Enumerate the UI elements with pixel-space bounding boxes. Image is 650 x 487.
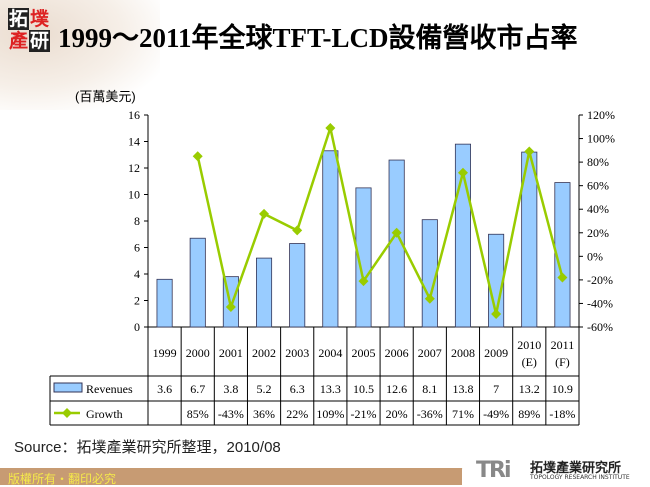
y2-tick-label: 80% <box>587 155 609 169</box>
y-tick-label: 4 <box>134 267 140 281</box>
revenue-value: 5.2 <box>257 382 272 396</box>
growth-point <box>457 167 468 178</box>
growth-point <box>491 309 502 320</box>
category-label: 2003 <box>285 346 309 360</box>
bar-2004 <box>322 150 339 328</box>
logo: 拓墣 產研 <box>8 8 50 52</box>
growth-value: 71% <box>452 407 474 421</box>
growth-point <box>424 293 435 304</box>
revenue-value: 3.6 <box>157 382 172 396</box>
growth-value: 89% <box>518 407 540 421</box>
y2-tick-label: -40% <box>587 296 613 310</box>
category-label: 2008 <box>451 346 475 360</box>
category-label: 1999 <box>153 346 177 360</box>
brand-panel <box>462 456 650 485</box>
y-tick-label: 12 <box>128 161 140 175</box>
growth-value: 36% <box>253 407 275 421</box>
growth-point <box>325 122 336 133</box>
growth-point <box>192 151 203 162</box>
y2-tick-label: 60% <box>587 179 609 193</box>
growth-point <box>391 227 402 238</box>
revenue-value: 7 <box>493 382 499 396</box>
growth-point <box>292 225 303 236</box>
growth-point <box>524 146 535 157</box>
revenue-value: 6.3 <box>290 382 305 396</box>
growth-point <box>358 276 369 287</box>
growth-point <box>557 272 568 283</box>
revenue-value: 3.8 <box>223 382 238 396</box>
bar-2011 <box>554 182 571 328</box>
brand-english: TOPOLOGY RESEARCH INSTITUTE <box>530 474 630 481</box>
copyright-text: 版權所有・翻印必究 <box>8 472 117 486</box>
category-label: 2010 <box>517 338 541 352</box>
growth-value: 85% <box>187 407 209 421</box>
y-tick-label: 2 <box>134 294 140 308</box>
revenue-value: 6.7 <box>190 382 205 396</box>
category-label: 2005 <box>352 346 376 360</box>
bar-2000 <box>189 237 206 328</box>
bar-2005 <box>355 187 372 328</box>
bar-2003 <box>289 243 306 328</box>
y2-tick-label: 20% <box>587 226 609 240</box>
legend-revenues-swatch <box>53 382 83 393</box>
revenue-value: 10.5 <box>353 382 374 396</box>
category-label: 2001 <box>219 346 243 360</box>
revenue-value: 13.8 <box>452 382 473 396</box>
category-label: 2002 <box>252 346 276 360</box>
y-tick-label: 6 <box>134 241 140 255</box>
category-label: 2000 <box>186 346 210 360</box>
legend-growth-label: Growth <box>86 407 123 421</box>
y-tick-label: 8 <box>134 214 140 228</box>
growth-value: -21% <box>351 407 377 421</box>
bar-2007 <box>421 219 438 328</box>
revenue-value: 13.2 <box>519 382 540 396</box>
bar-2002 <box>256 257 273 328</box>
growth-point <box>259 208 270 219</box>
revenue-value: 13.3 <box>320 382 341 396</box>
legend-growth-marker <box>62 408 72 418</box>
revenue-value: 12.6 <box>386 382 407 396</box>
growth-point <box>225 301 236 312</box>
y2-tick-label: 0% <box>587 249 603 263</box>
growth-value: -43% <box>218 407 244 421</box>
y-tick-label: 14 <box>128 135 140 149</box>
category-label: (F) <box>555 355 570 369</box>
growth-value: -36% <box>417 407 443 421</box>
category-label: 2004 <box>318 346 342 360</box>
category-label: 2006 <box>385 346 409 360</box>
category-label: 2007 <box>418 346 442 360</box>
revenue-value: 10.9 <box>552 382 573 396</box>
growth-value: 109% <box>316 407 344 421</box>
page-title: 1999～2011年全球TFT-LCD設備營收市占率 <box>58 23 578 53</box>
y2-tick-label: 40% <box>587 202 609 216</box>
category-label: (E) <box>522 355 537 369</box>
category-label: 2009 <box>484 346 508 360</box>
source-note: Source：拓墣產業研究所整理，2010/08 <box>14 439 281 456</box>
y2-tick-label: -20% <box>587 273 613 287</box>
y-tick-label: 0 <box>134 320 140 334</box>
revenue-value: 8.1 <box>422 382 437 396</box>
y-tick-label: 10 <box>128 188 140 202</box>
legend-revenues-label: Revenues <box>86 382 133 396</box>
bar-1999 <box>156 278 173 328</box>
tri-logo: TRi <box>476 458 511 483</box>
y2-tick-label: 100% <box>587 132 615 146</box>
y2-tick-label: 120% <box>587 108 615 122</box>
growth-value: 20% <box>386 407 408 421</box>
growth-value: -49% <box>483 407 509 421</box>
growth-value: 22% <box>286 407 308 421</box>
brand-name: 拓墣產業研究所 <box>530 461 622 476</box>
growth-value: -18% <box>549 407 575 421</box>
y-tick-label: 16 <box>128 108 140 122</box>
category-label: 2011 <box>551 338 575 352</box>
y2-tick-label: -60% <box>587 320 613 334</box>
y-axis-label: (百萬美元) <box>75 89 136 104</box>
growth-line <box>196 123 564 315</box>
